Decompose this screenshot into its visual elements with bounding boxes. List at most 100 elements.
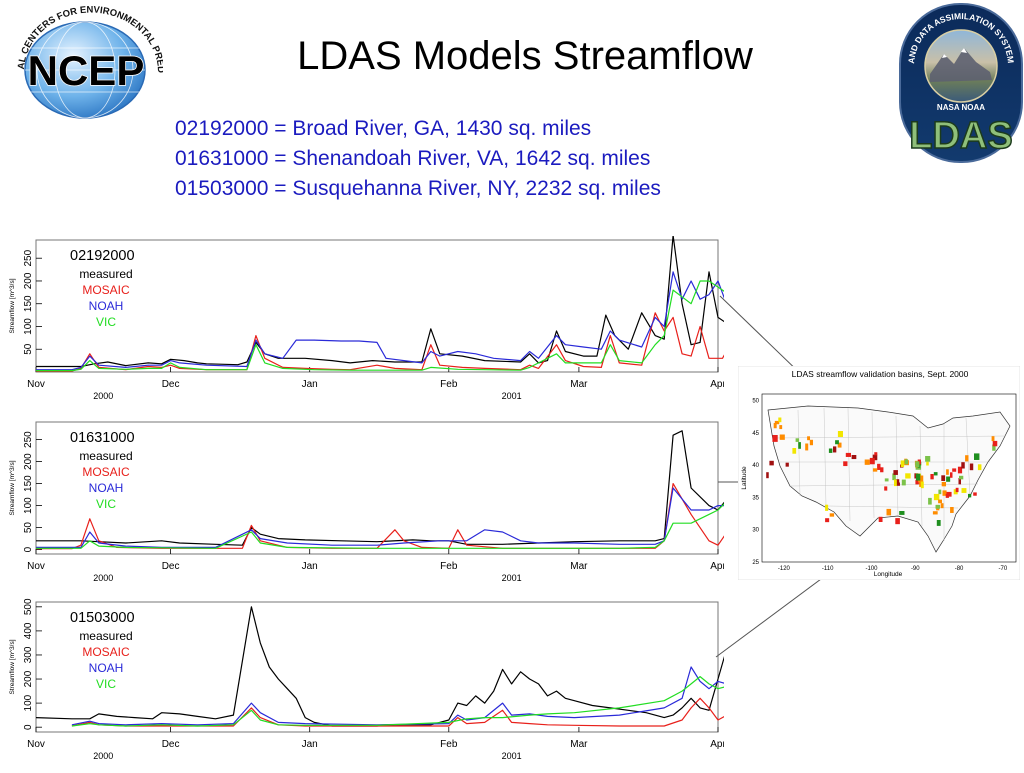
basin-marker [773,423,777,429]
basin-marker [992,440,998,447]
y-tick-label: 50 [23,522,34,534]
basin-marker [941,475,946,481]
basin-marker [899,511,905,515]
basin-marker [938,489,942,495]
y-tick-label: 200 [23,453,34,470]
x-tick-label: Nov [27,561,45,572]
basin-marker [906,474,911,478]
legend-entry-measured: measured [79,629,132,643]
map-x-tick-label: -90 [911,566,920,572]
basin-marker [940,503,944,509]
x-tick-label: Feb [440,379,458,390]
x-tick-label: Mar [570,561,588,572]
ncep-logo: NATIONAL CENTERS FOR ENVIRONMENTAL PREDI… [4,0,166,122]
basin-marker [872,468,878,472]
plot-frame [35,239,719,373]
x-tick-label: Mar [570,379,588,390]
basin-marker [798,442,801,449]
basin-marker [893,470,898,475]
basin-marker [904,459,909,465]
map-y-tick-label: 50 [752,398,759,404]
basin-marker [919,481,923,487]
legend-entry-vic: VIC [96,677,116,691]
y-tick-label: 250 [23,249,34,266]
year-label: 2000 [93,391,113,401]
basin-marker [843,461,848,467]
gauge-item-02192000: 02192000 = Broad River, GA, 1430 sq. mil… [175,117,592,140]
basin-markers [766,417,998,526]
basin-marker [869,457,875,465]
x-tick-label: Dec [162,379,180,390]
basin-marker [933,472,938,476]
map-y-tick-label: 45 [752,431,759,437]
basin-marker [950,472,953,478]
legend-entry-vic: VIC [96,315,116,329]
basin-marker [969,463,974,471]
y-axis-label: Streamflow [m^3/s] [9,460,16,515]
y-tick-label: 400 [23,622,34,639]
x-tick-label: Mar [570,739,588,750]
y-tick-label: 0 [23,546,34,552]
y-tick-label: 500 [23,598,34,615]
chart-svg: 0 50 100 150 200 250 Streamflow [m^3/s] Nov Dec J… [9,421,737,583]
basin-marker [968,493,972,498]
x-tick-label: Dec [162,739,180,750]
basin-marker [900,460,905,468]
basin-marker [961,488,967,493]
basin-marker [965,455,969,462]
x-tick-label: Apr [710,739,724,750]
map-xlabel: Longitude [874,571,903,578]
basin-marker [932,511,938,515]
legend-entry-mosaic: MOSAIC [82,465,130,479]
series-line-measured [36,234,750,368]
x-tick-label: Jan [302,739,318,750]
series-line-measured [35,606,737,727]
ncep-wordmark: NCEP [28,47,145,94]
map-x-tick-label: -80 [955,566,964,572]
hydrograph-01631000: 0 50 100 150 200 250 Streamflow [m^3/s] Nov Dec J… [6,418,737,590]
basin-marker [928,497,932,505]
basin-marker [935,504,941,509]
basin-marker [941,482,947,487]
series-line-vic [71,676,736,727]
y-tick-label: 100 [23,694,34,711]
basin-marker [945,493,949,498]
basin-marker [878,516,883,522]
gauge-item-01503000: 01503000 = Susquehanna River, NY, 2232 s… [175,177,661,200]
basin-marker [785,462,789,467]
map-ylabel: Latitude [741,466,748,490]
legend-entry-noah: NOAH [89,481,124,495]
map-x-tick-label: -100 [865,566,878,572]
basin-marker [958,478,962,485]
gauge-item-01631000: 01631000 = Shenandoah River, VA, 1642 sq… [175,147,651,170]
year-label: 2000 [93,751,113,761]
map-y-tick-label: 25 [752,560,759,566]
basin-marker [884,486,888,491]
basin-marker [769,460,774,466]
basin-marker [955,487,959,493]
basin-marker [874,452,878,456]
gauge-list: 02192000 = Broad River, GA, 1430 sq. mil… [175,114,661,204]
basin-marker [851,455,857,460]
x-tick-label: Dec [162,561,180,572]
basin-marker [835,440,839,445]
map-y-tick-label: 40 [752,463,759,469]
basin-marker [950,507,954,513]
basin-marker [961,462,965,469]
y-tick-label: 100 [23,318,34,335]
basin-marker [946,469,949,475]
basin-marker [936,520,941,526]
us-outline [767,405,1011,553]
basin-marker [792,448,797,454]
basin-marker [925,456,931,462]
legend-entry-measured: measured [79,449,132,463]
legend-entry-mosaic: MOSAIC [82,283,130,297]
basin-marker [952,468,957,472]
basin-marker [829,513,835,517]
legend-entry-noah: NOAH [89,661,124,675]
station-label: 02192000 [70,248,135,264]
series-line-vic [36,280,750,372]
y-tick-label: 0 [23,724,34,730]
basin-marker [779,425,783,430]
basin-marker [886,508,892,516]
